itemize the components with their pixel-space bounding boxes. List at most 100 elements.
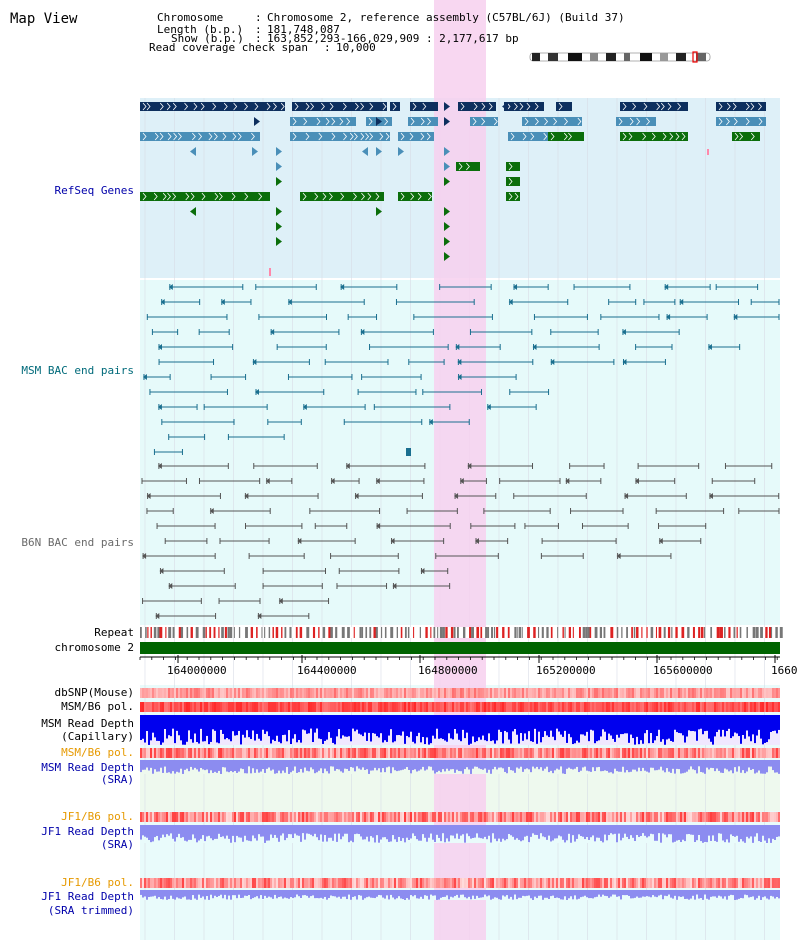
pol-cell <box>748 702 750 712</box>
repeat-element <box>496 627 499 638</box>
bac-pair-arrow <box>679 299 684 305</box>
repeat-element <box>485 627 488 638</box>
pol-cell <box>364 748 366 758</box>
depth-bar <box>220 825 222 838</box>
depth-bar <box>474 890 476 899</box>
variation-and-depth-tracks[interactable] <box>140 688 780 900</box>
pol-cell <box>262 812 264 822</box>
gene-arrow <box>522 132 527 141</box>
pol-cell <box>706 688 708 698</box>
refseq-genes-track[interactable] <box>140 102 766 276</box>
pol-cell <box>748 748 750 758</box>
pol-cell <box>146 878 148 888</box>
pol-cell <box>418 688 420 698</box>
chromosome-ideogram[interactable] <box>529 51 711 63</box>
depth-bar <box>172 715 174 729</box>
repeat-element <box>675 627 678 638</box>
depth-bar <box>566 715 568 743</box>
pol-cell <box>540 878 542 888</box>
b6n-bac-track[interactable] <box>141 463 780 619</box>
pol-cell <box>668 688 670 698</box>
depth-bar <box>418 890 420 899</box>
ideogram-band <box>532 53 540 61</box>
depth-bar <box>150 825 152 843</box>
label-jf1-depth-trim-1[interactable]: JF1 Read Depth <box>41 890 134 903</box>
gene-bar <box>398 192 432 201</box>
label-jf1-pol-1[interactable]: JF1/B6 pol. <box>61 810 134 823</box>
msm-bac-track[interactable] <box>142 284 780 456</box>
selection-highlight[interactable] <box>434 0 486 940</box>
label-msm-pol-2[interactable]: MSM/B6 pol. <box>61 746 134 759</box>
depth-bar <box>342 890 344 897</box>
depth-bar <box>710 825 712 841</box>
pol-cell <box>164 748 166 758</box>
depth-bar <box>530 760 532 773</box>
pol-cell <box>624 878 626 888</box>
depth-bar <box>194 715 196 734</box>
label-jf1-pol-2[interactable]: JF1/B6 pol. <box>61 876 134 889</box>
gene-arrow <box>233 102 238 111</box>
depth-bar <box>476 890 478 896</box>
label-refseq-genes[interactable]: RefSeq Genes <box>55 184 134 197</box>
pol-cell <box>608 878 610 888</box>
pol-cell <box>700 702 702 712</box>
depth-bar <box>650 825 652 834</box>
depth-bar <box>730 760 732 771</box>
repeat-element <box>180 627 184 638</box>
label-msm-bac[interactable]: MSM BAC end pairs <box>21 364 134 377</box>
depth-bar <box>300 715 302 743</box>
depth-bar <box>338 890 340 897</box>
repeat-element <box>172 627 175 638</box>
depth-bar <box>706 715 708 731</box>
depth-bar <box>610 715 612 736</box>
depth-bar <box>704 760 706 774</box>
depth-bar <box>762 715 764 745</box>
depth-bar <box>590 890 592 899</box>
label-jf1-depth-sra-1[interactable]: JF1 Read Depth <box>41 825 134 838</box>
pol-cell <box>282 812 284 822</box>
gene-arrow <box>172 192 177 201</box>
pol-cell <box>736 688 738 698</box>
depth-bar <box>328 715 330 733</box>
depth-bar <box>332 825 334 841</box>
depth-bar <box>578 760 580 773</box>
label-chromosome[interactable]: chromosome 2 <box>55 641 134 654</box>
depth-bar <box>340 715 342 739</box>
ideogram-band <box>696 53 706 61</box>
depth-bar <box>570 715 572 738</box>
depth-bar <box>522 825 524 841</box>
label-msm-pol-1[interactable]: MSM/B6 pol. <box>61 700 134 713</box>
pol-cell <box>262 702 264 712</box>
pol-cell <box>624 812 626 822</box>
pol-cell <box>702 812 704 822</box>
pol-cell <box>196 812 198 822</box>
pol-cell <box>522 812 524 822</box>
pol-cell <box>344 748 346 758</box>
chromosome-bar[interactable] <box>140 642 780 654</box>
depth-bar <box>410 715 412 732</box>
depth-bar <box>364 760 366 771</box>
label-b6n-bac[interactable]: B6N BAC end pairs <box>21 536 134 549</box>
bac-pair-arrow <box>157 463 162 469</box>
label-msm-depth-cap-1[interactable]: MSM Read Depth <box>41 717 134 730</box>
pol-cell <box>386 812 388 822</box>
pol-cell <box>700 748 702 758</box>
gene-arrow <box>292 117 297 126</box>
depth-bar <box>168 890 170 900</box>
label-dbsnp[interactable]: dbSNP(Mouse) <box>55 686 134 699</box>
label-jf1-depth-sra-2: (SRA) <box>101 838 134 851</box>
depth-bar <box>646 890 648 897</box>
pol-cell <box>254 748 256 758</box>
repeat-track[interactable] <box>140 627 783 638</box>
pol-cell <box>514 812 516 822</box>
repeat-element <box>491 627 494 638</box>
pol-cell <box>236 688 238 698</box>
pol-cell <box>158 878 160 888</box>
gene-arrow <box>550 132 555 141</box>
label-msm-depth-sra-1[interactable]: MSM Read Depth <box>41 761 134 774</box>
repeat-element <box>692 627 695 638</box>
label-repeat[interactable]: Repeat <box>94 626 134 639</box>
pol-cell <box>192 688 194 698</box>
repeat-element <box>347 627 350 638</box>
